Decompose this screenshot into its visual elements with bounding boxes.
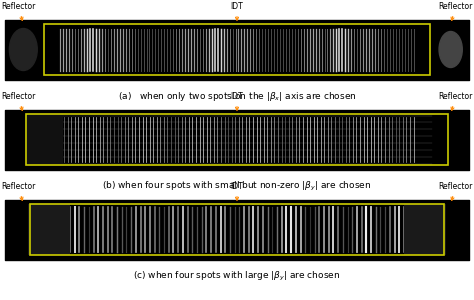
Bar [26, 114, 448, 165]
Bar [26, 114, 63, 165]
Ellipse shape [9, 28, 37, 70]
Bar [30, 204, 444, 255]
Text: IDT: IDT [231, 92, 243, 110]
Bar [404, 204, 446, 255]
Text: Reflector: Reflector [438, 182, 473, 200]
Text: Reflector: Reflector [1, 92, 36, 110]
Bar [28, 204, 70, 255]
Text: (b) when four spots with small but non-zero $|\beta_y|$ are chosen: (b) when four spots with small but non-z… [102, 180, 372, 193]
Text: Reflector: Reflector [438, 2, 473, 20]
Text: IDT: IDT [231, 2, 243, 20]
Ellipse shape [439, 32, 462, 68]
Text: Reflector: Reflector [1, 182, 36, 200]
Text: (a)   when only two spots on the $|\beta_x|$ axis are chosen: (a) when only two spots on the $|\beta_x… [118, 90, 356, 103]
Text: IDT: IDT [231, 182, 243, 200]
Text: Reflector: Reflector [1, 2, 36, 20]
Text: Reflector: Reflector [438, 92, 473, 110]
Text: (c) when four spots with large $|\beta_y|$ are chosen: (c) when four spots with large $|\beta_y… [133, 270, 341, 283]
Bar [44, 24, 430, 75]
